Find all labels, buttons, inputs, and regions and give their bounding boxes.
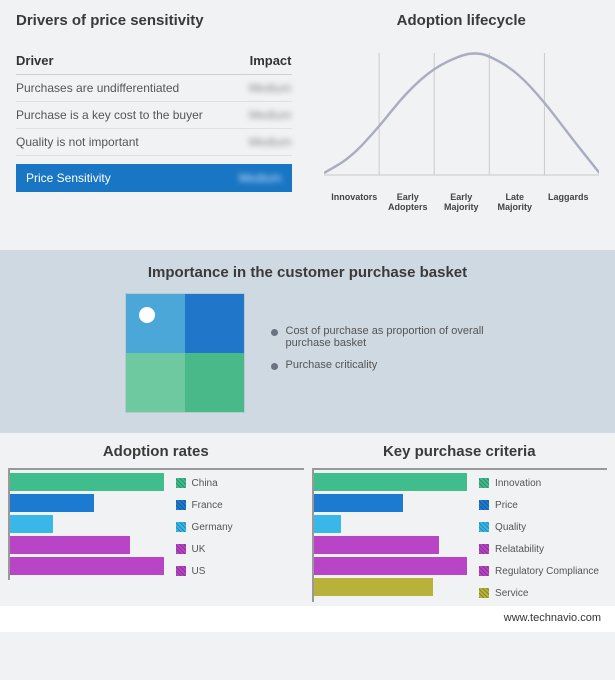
lifecycle-title: Adoption lifecycle xyxy=(324,12,600,29)
legend-swatch-icon xyxy=(479,522,489,532)
drivers-summary-row: Price Sensitivity Medium xyxy=(16,164,292,192)
legend-label: China xyxy=(192,478,218,489)
legend-item: Relatability xyxy=(479,540,607,558)
legend-item: Regulatory Compliance xyxy=(479,562,607,580)
drivers-cell-impact: Medium xyxy=(249,108,292,122)
legend-label: Innovation xyxy=(495,478,541,489)
lifecycle-label: Laggards xyxy=(542,193,596,213)
legend-swatch-icon xyxy=(479,588,489,598)
lifecycle-label: EarlyAdopters xyxy=(381,193,435,213)
drivers-col-driver: Driver xyxy=(16,53,54,68)
importance-quadrant xyxy=(125,293,245,413)
lifecycle-panel: Adoption lifecycle InnovatorsEarlyAdopte… xyxy=(308,0,615,250)
lifecycle-label: EarlyMajority xyxy=(435,193,489,213)
drivers-row: Purchase is a key cost to the buyer Mediu… xyxy=(16,102,292,129)
bar xyxy=(314,557,468,575)
drivers-summary-label: Price Sensitivity xyxy=(26,171,111,185)
importance-legend-item: Purchase criticality xyxy=(271,359,491,371)
drivers-cell-driver: Purchase is a key cost to the buyer xyxy=(16,108,203,122)
purchase-criteria-panel: Key purchase criteria Innovation Price Qua… xyxy=(312,443,608,602)
legend-item: Quality xyxy=(479,518,607,536)
purchase-criteria-chart: Innovation Price Quality Relatability Regula… xyxy=(312,468,608,602)
importance-legend: Cost of purchase as proportion of overal… xyxy=(271,325,491,381)
legend-swatch-icon xyxy=(176,544,186,554)
lifecycle-label: LateMajority xyxy=(488,193,542,213)
legend-label: France xyxy=(192,500,223,511)
importance-title: Importance in the customer purchase bask… xyxy=(18,264,597,281)
legend-item: Service xyxy=(479,584,607,602)
quad-top-left xyxy=(126,294,185,353)
legend-label: Price xyxy=(495,500,518,511)
importance-legend-item: Cost of purchase as proportion of overal… xyxy=(271,325,491,349)
lifecycle-label: Innovators xyxy=(328,193,382,213)
quad-bottom-right xyxy=(185,353,244,412)
legend-swatch-icon xyxy=(176,500,186,510)
bar xyxy=(314,536,440,554)
legend-label: Quality xyxy=(495,522,526,533)
legend-item: UK xyxy=(176,540,304,558)
legend-label: US xyxy=(192,566,206,577)
legend-label: Regulatory Compliance xyxy=(495,566,599,577)
drivers-panel: Drivers of price sensitivity Driver Impa… xyxy=(0,0,308,250)
drivers-col-impact: Impact xyxy=(250,53,292,68)
legend-item: France xyxy=(176,496,304,514)
footer: www.technavio.com xyxy=(0,606,615,632)
legend-swatch-icon xyxy=(479,566,489,576)
importance-marker xyxy=(139,307,155,323)
drivers-cell-impact: Medium xyxy=(249,81,292,95)
drivers-cell-driver: Purchases are undifferentiated xyxy=(16,81,179,95)
drivers-cell-driver: Quality is not important xyxy=(16,135,139,149)
quad-top-right xyxy=(185,294,244,353)
bar xyxy=(10,494,94,512)
bar xyxy=(10,557,164,575)
quad-bottom-left xyxy=(126,353,185,412)
drivers-row: Purchases are undifferentiated Medium xyxy=(16,75,292,102)
importance-panel: Importance in the customer purchase bask… xyxy=(0,250,615,433)
bar xyxy=(314,473,468,491)
adoption-rates-chart: China France Germany UK US xyxy=(8,468,304,580)
legend-item: Innovation xyxy=(479,474,607,492)
legend-label: Relatability xyxy=(495,544,544,555)
legend-swatch-icon xyxy=(479,544,489,554)
footer-text: www.technavio.com xyxy=(504,612,601,624)
adoption-rates-title: Adoption rates xyxy=(8,443,304,460)
legend-label: Germany xyxy=(192,522,233,533)
legend-label: Service xyxy=(495,588,528,599)
legend-swatch-icon xyxy=(479,500,489,510)
lifecycle-chart xyxy=(324,43,600,183)
bar xyxy=(10,473,164,491)
legend-swatch-icon xyxy=(176,478,186,488)
bar xyxy=(314,515,342,533)
drivers-table: Driver Impact Purchases are undifferenti… xyxy=(16,47,292,192)
bar xyxy=(10,515,53,533)
legend-swatch-icon xyxy=(176,566,186,576)
purchase-criteria-title: Key purchase criteria xyxy=(312,443,608,460)
adoption-rates-panel: Adoption rates China France Germany UK US xyxy=(8,443,304,602)
legend-swatch-icon xyxy=(176,522,186,532)
legend-item: US xyxy=(176,562,304,580)
legend-item: Germany xyxy=(176,518,304,536)
bullet-icon xyxy=(271,329,278,336)
bar xyxy=(314,494,403,512)
importance-legend-label: Purchase criticality xyxy=(286,359,378,371)
legend-item: Price xyxy=(479,496,607,514)
drivers-cell-impact: Medium xyxy=(249,135,292,149)
drivers-row: Quality is not important Medium xyxy=(16,129,292,156)
importance-legend-label: Cost of purchase as proportion of overal… xyxy=(286,325,491,349)
bar xyxy=(314,578,434,596)
legend-label: UK xyxy=(192,544,206,555)
bar xyxy=(10,536,130,554)
drivers-summary-value: Medium xyxy=(239,171,282,185)
legend-swatch-icon xyxy=(479,478,489,488)
drivers-title: Drivers of price sensitivity xyxy=(16,12,292,29)
bullet-icon xyxy=(271,363,278,370)
legend-item: China xyxy=(176,474,304,492)
